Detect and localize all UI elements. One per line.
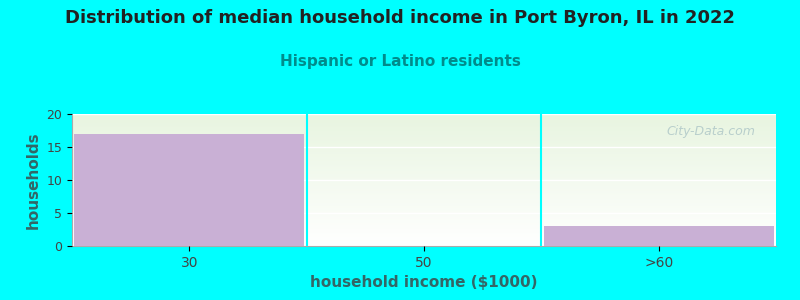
Text: City-Data.com: City-Data.com [666, 124, 755, 138]
Bar [74, 134, 304, 246]
Y-axis label: households: households [26, 131, 41, 229]
Text: Hispanic or Latino residents: Hispanic or Latino residents [279, 54, 521, 69]
Text: Distribution of median household income in Port Byron, IL in 2022: Distribution of median household income … [65, 9, 735, 27]
X-axis label: household income ($1000): household income ($1000) [310, 275, 538, 290]
Bar [544, 226, 774, 246]
